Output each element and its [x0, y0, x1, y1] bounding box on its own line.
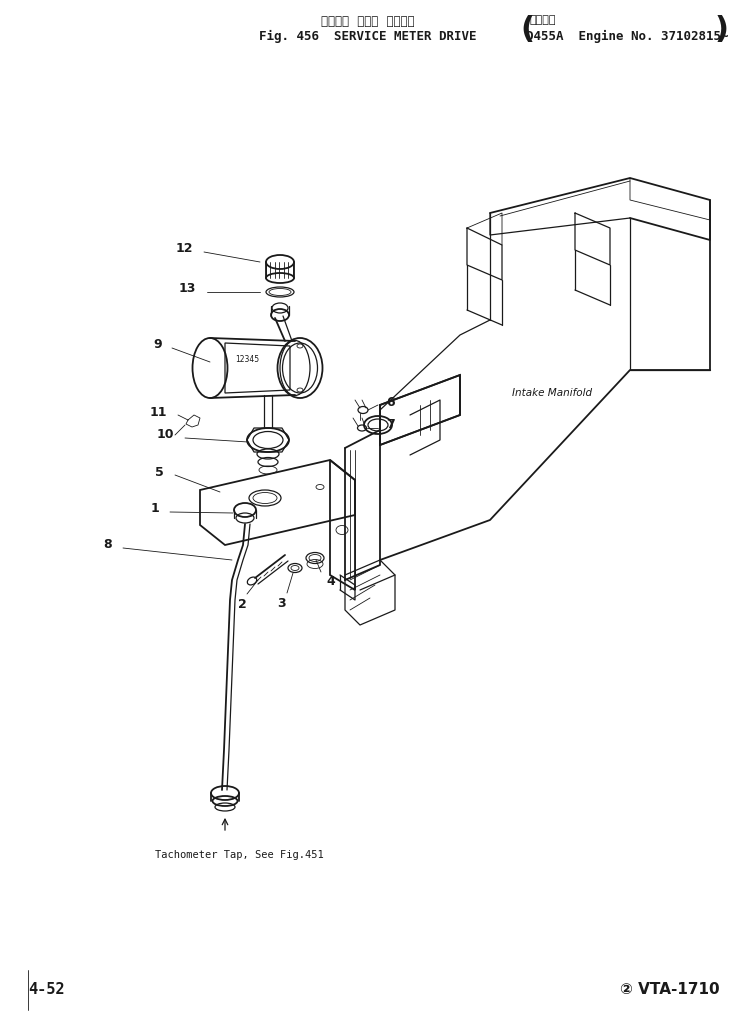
Text: 11: 11 [149, 406, 167, 419]
Text: Tachometer Tap, See Fig.451: Tachometer Tap, See Fig.451 [155, 850, 323, 860]
Text: 12345: 12345 [235, 356, 259, 365]
Text: 4-52: 4-52 [28, 982, 65, 997]
Text: 2: 2 [237, 598, 246, 611]
Text: 4: 4 [326, 575, 334, 588]
Text: Intake Manifold: Intake Manifold [512, 388, 592, 398]
Text: 6: 6 [386, 395, 395, 409]
Text: 12: 12 [176, 242, 193, 255]
Text: 適用号機: 適用号機 [530, 15, 556, 25]
Text: 5: 5 [155, 466, 164, 479]
Text: 7: 7 [386, 419, 395, 431]
Text: ② VTA-1710: ② VTA-1710 [620, 982, 720, 997]
Text: 1: 1 [150, 502, 159, 516]
Text: 13: 13 [179, 282, 196, 296]
Text: Fig. 456  SERVICE METER DRIVE: Fig. 456 SERVICE METER DRIVE [259, 30, 477, 43]
Text: 10: 10 [157, 429, 174, 441]
Text: 9: 9 [154, 338, 162, 352]
Text: D455A  Engine No. 37102815∼: D455A Engine No. 37102815∼ [526, 30, 728, 43]
Text: 8: 8 [104, 538, 112, 551]
Text: 3: 3 [278, 597, 287, 610]
Text: サービス  メータ  ドライブ: サービス メータ ドライブ [321, 15, 415, 28]
Text: ): ) [715, 15, 729, 44]
Text: (: ( [520, 15, 534, 44]
